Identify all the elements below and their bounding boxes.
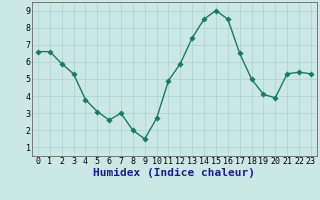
X-axis label: Humidex (Indice chaleur): Humidex (Indice chaleur) xyxy=(93,168,255,178)
